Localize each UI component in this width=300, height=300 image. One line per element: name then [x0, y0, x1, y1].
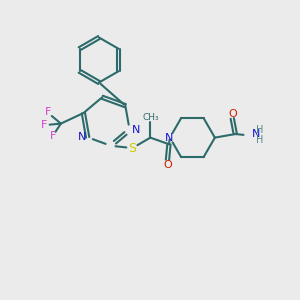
Text: N: N [251, 129, 260, 139]
Text: F: F [50, 131, 57, 141]
Text: F: F [41, 120, 47, 130]
Text: CH₃: CH₃ [142, 113, 159, 122]
Text: O: O [163, 160, 172, 170]
Text: H: H [256, 135, 264, 145]
Text: O: O [228, 109, 237, 119]
Text: N: N [165, 133, 173, 142]
Text: N: N [131, 125, 140, 135]
Text: F: F [45, 107, 52, 117]
Text: H: H [256, 125, 264, 135]
Text: S: S [128, 142, 136, 154]
Text: N: N [77, 132, 86, 142]
